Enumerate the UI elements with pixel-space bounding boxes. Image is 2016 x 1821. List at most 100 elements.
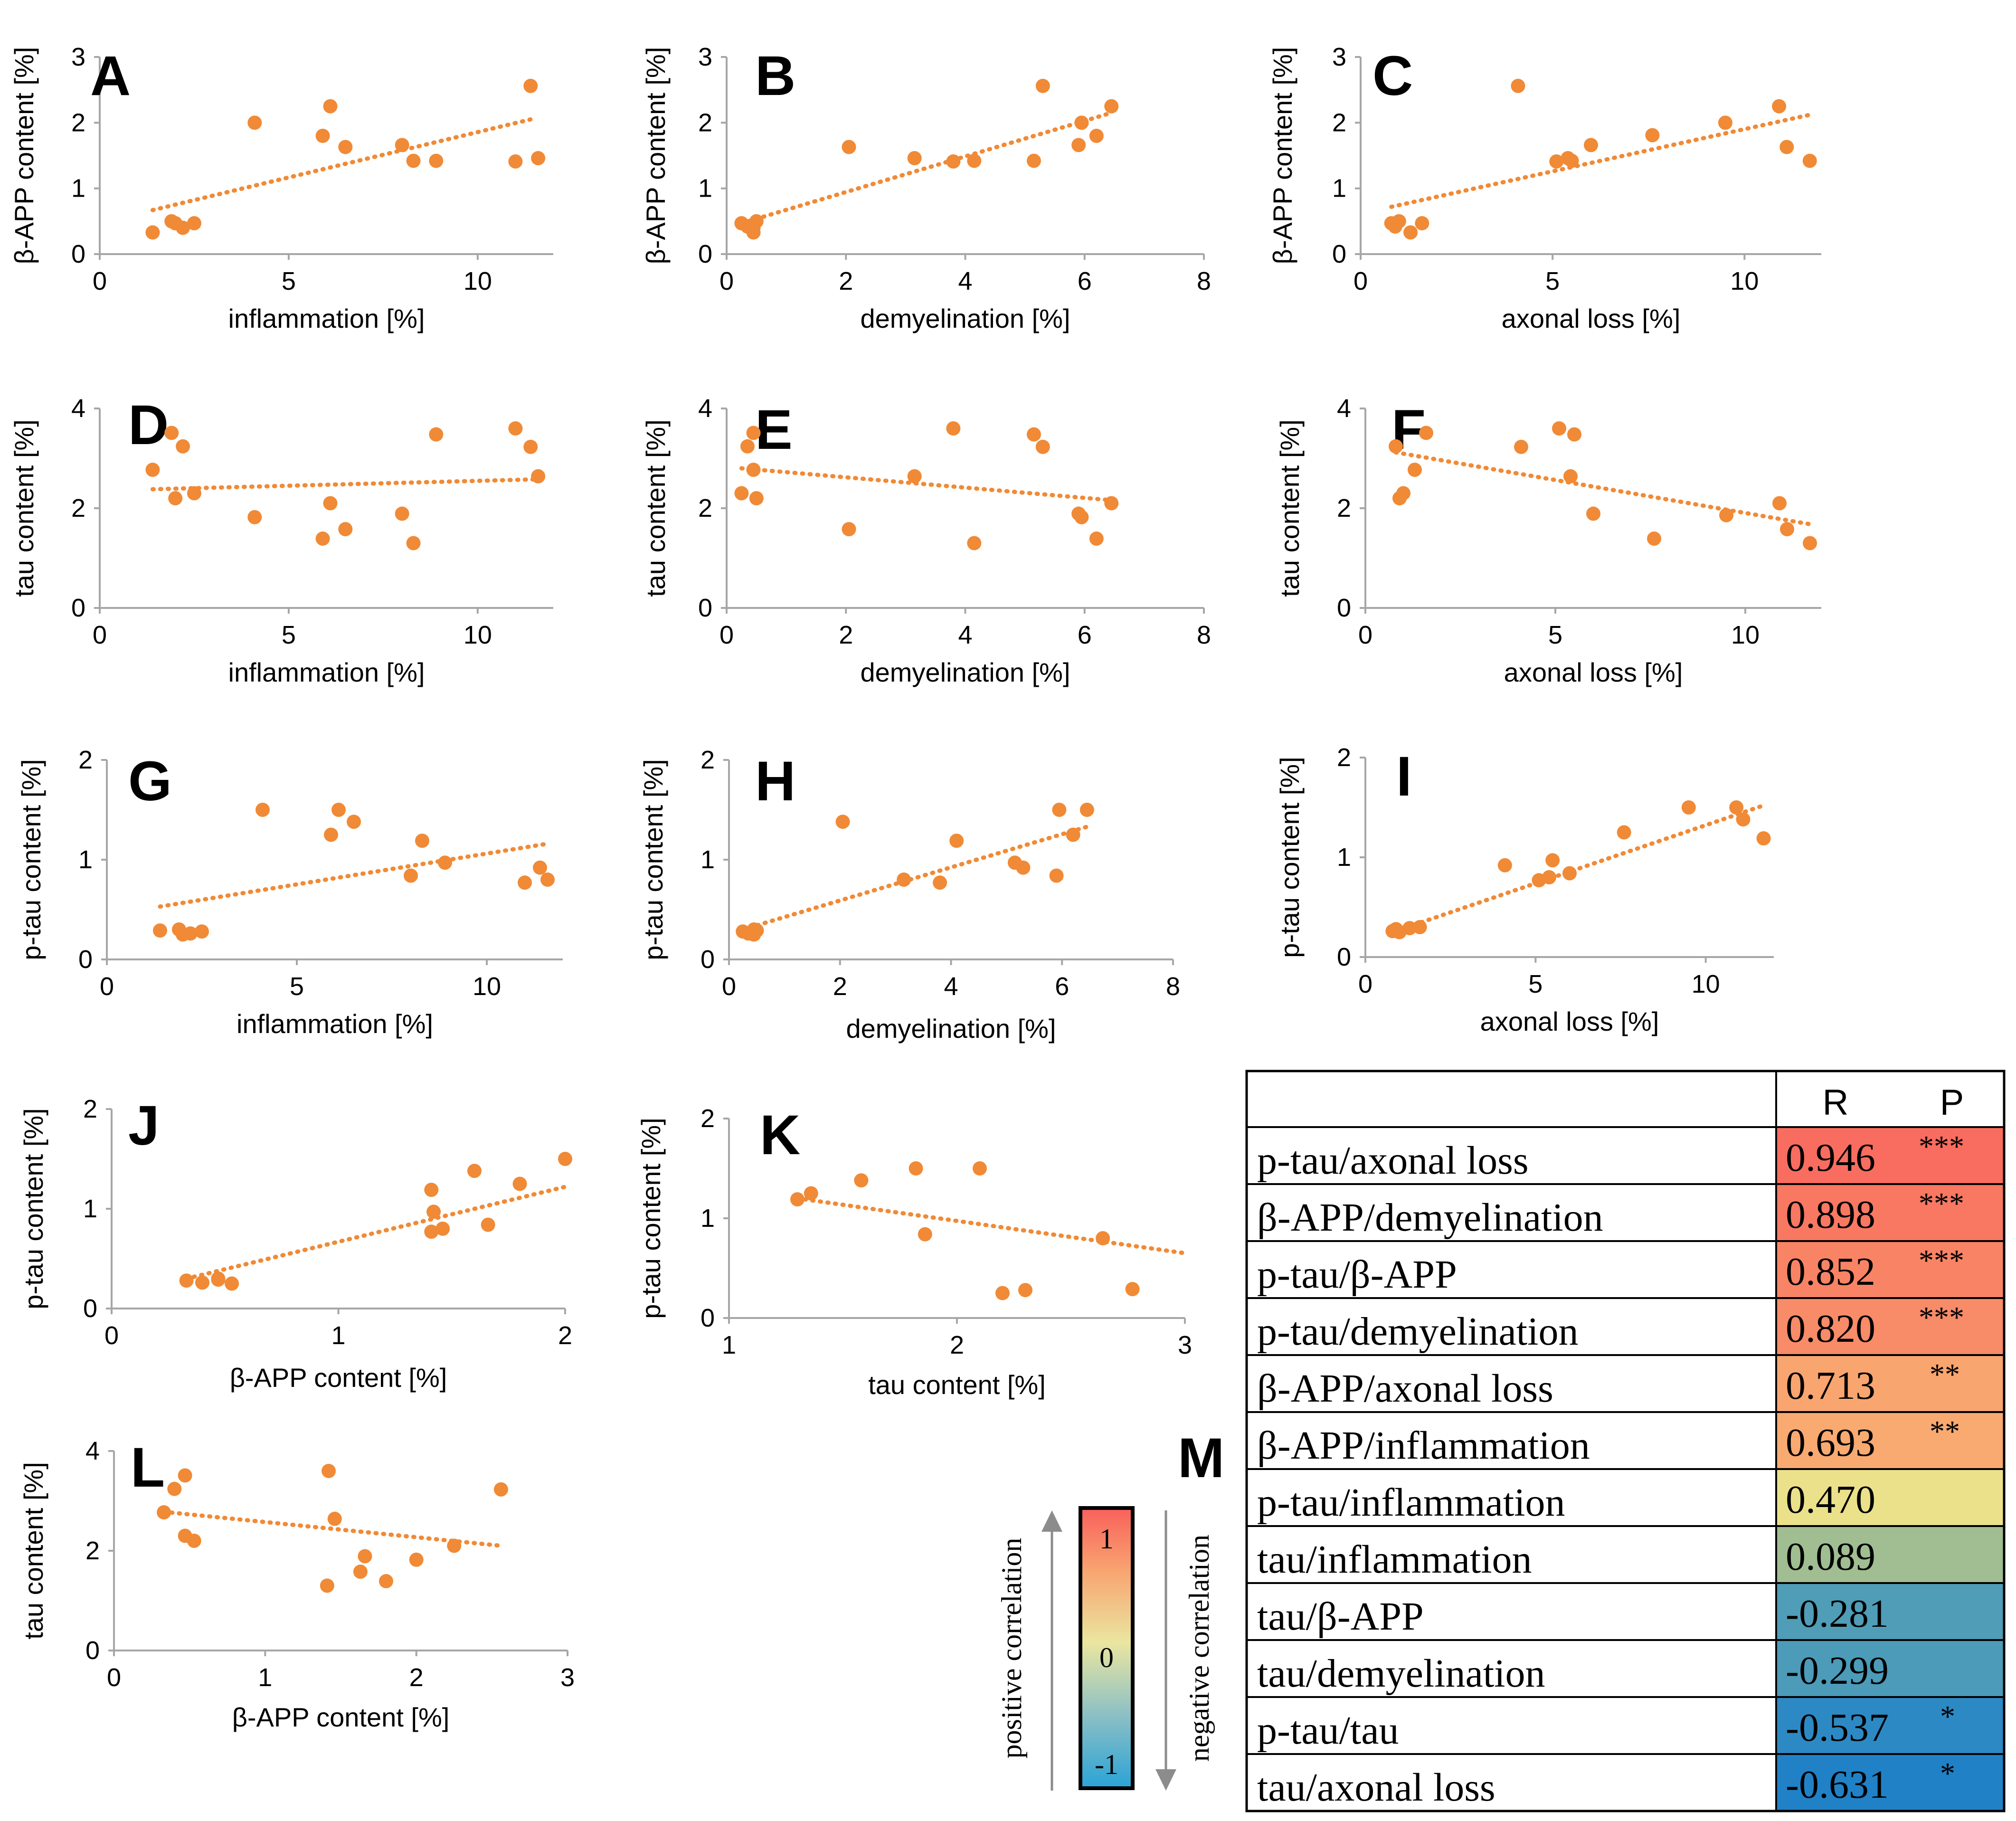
data-point bbox=[447, 1538, 462, 1553]
data-point bbox=[1408, 463, 1422, 477]
x-tick-label: 1 bbox=[258, 1663, 272, 1692]
negative-correlation-label: negative correlation bbox=[1183, 1535, 1215, 1762]
trend-line bbox=[1389, 113, 1812, 209]
data-point bbox=[176, 439, 190, 454]
trend-line bbox=[739, 466, 1114, 503]
panel-letter: B bbox=[755, 45, 795, 107]
r-value: -0.299 bbox=[1786, 1649, 1889, 1693]
data-point bbox=[338, 140, 353, 154]
x-tick-label: 0 bbox=[93, 621, 107, 649]
y-axis-label: tau content [%] bbox=[19, 1462, 48, 1640]
r-value: 0.898 bbox=[1786, 1193, 1875, 1237]
data-point bbox=[1089, 531, 1104, 546]
data-point bbox=[438, 855, 452, 870]
r-value: 0.693 bbox=[1786, 1421, 1875, 1465]
panel-h: 0 1 2 0 2 4 6 8 demyelination [%] p-tau content [… bbox=[638, 746, 1180, 1043]
data-point bbox=[406, 536, 421, 550]
x-tick-label: 0 bbox=[107, 1663, 121, 1692]
y-tick-label: 2 bbox=[700, 1104, 715, 1133]
correlation-table-panel: R Pp-tau/axonal loss 0.946 ***β-APP/demyeli… bbox=[996, 1070, 2006, 1812]
data-point bbox=[379, 1574, 393, 1589]
data-point bbox=[531, 469, 546, 484]
r-cell-fill bbox=[1776, 1184, 2004, 1241]
data-point bbox=[533, 860, 547, 875]
x-tick-label: 8 bbox=[1197, 267, 1211, 295]
data-point bbox=[508, 154, 523, 169]
table-row-label: p-tau/tau bbox=[1257, 1708, 1399, 1753]
data-point bbox=[168, 491, 183, 505]
y-axis-label: β-APP content [%] bbox=[9, 47, 39, 265]
data-point bbox=[1729, 800, 1744, 815]
trend-line bbox=[1393, 450, 1812, 527]
positive-correlation-label: positive correlation bbox=[996, 1538, 1027, 1759]
panel-letter: C bbox=[1372, 45, 1413, 107]
data-point bbox=[1026, 427, 1041, 442]
y-tick-label: 0 bbox=[71, 240, 85, 268]
data-point bbox=[406, 153, 421, 168]
data-point bbox=[338, 522, 353, 537]
y-tick-label: 0 bbox=[83, 1294, 97, 1323]
data-point bbox=[435, 1222, 450, 1236]
x-tick-label: 10 bbox=[1692, 970, 1720, 998]
y-tick-label: 0 bbox=[698, 240, 712, 268]
y-tick-label: 2 bbox=[83, 1095, 97, 1123]
x-tick-label: 5 bbox=[290, 972, 304, 1001]
r-value: 0.470 bbox=[1786, 1478, 1875, 1522]
x-tick-label: 4 bbox=[958, 621, 972, 649]
y-tick-label: 1 bbox=[71, 174, 85, 203]
panel-letter: H bbox=[755, 750, 795, 813]
trend-line bbox=[184, 1185, 568, 1281]
data-point bbox=[512, 1176, 527, 1191]
data-point bbox=[835, 815, 850, 829]
data-point bbox=[1756, 831, 1771, 846]
data-point bbox=[1511, 78, 1525, 93]
panel-letter: I bbox=[1396, 745, 1412, 808]
data-point bbox=[1071, 138, 1086, 152]
y-axis-label: β-APP content [%] bbox=[641, 47, 671, 265]
data-point bbox=[315, 129, 330, 143]
x-tick-label: 5 bbox=[1528, 970, 1543, 998]
x-tick-label: 5 bbox=[282, 621, 296, 649]
y-tick-label: 2 bbox=[698, 494, 712, 522]
data-point bbox=[183, 926, 198, 941]
data-point bbox=[508, 421, 523, 436]
panel-c: 0 1 2 3 0 5 10 axonal loss [%] β-APP content [%]… bbox=[1268, 43, 1821, 333]
trend-line bbox=[795, 1196, 1187, 1255]
data-point bbox=[409, 1552, 424, 1567]
data-point bbox=[973, 1161, 987, 1176]
table-row-label: tau/β-APP bbox=[1257, 1594, 1424, 1639]
data-point bbox=[1035, 78, 1050, 93]
table-row-label: tau/axonal loss bbox=[1257, 1765, 1495, 1810]
x-tick-label: 2 bbox=[950, 1331, 964, 1359]
y-tick-label: 4 bbox=[1337, 394, 1351, 423]
table-row-label: p-tau/axonal loss bbox=[1257, 1138, 1529, 1183]
p-significance: * bbox=[1940, 1756, 1955, 1790]
data-point bbox=[1564, 153, 1579, 168]
data-point bbox=[1718, 115, 1732, 130]
x-tick-label: 2 bbox=[558, 1321, 572, 1350]
panel-b: 0 1 2 3 0 2 4 6 8 demyelination [%] β-APP content … bbox=[641, 43, 1211, 333]
x-tick-label: 3 bbox=[1178, 1331, 1192, 1359]
panel-i: 0 1 2 0 5 10 axonal loss [%] p-tau content [%] I bbox=[1275, 743, 1774, 1036]
p-significance: ** bbox=[1930, 1357, 1960, 1391]
x-tick-label: 10 bbox=[1730, 267, 1759, 295]
data-point bbox=[740, 439, 755, 454]
panel-e: 0 2 4 0 2 4 6 8 demyelination [%] tau content [%]… bbox=[641, 394, 1211, 687]
data-point bbox=[320, 1578, 334, 1593]
data-point bbox=[429, 153, 444, 168]
y-tick-label: 1 bbox=[1337, 843, 1351, 872]
data-point bbox=[967, 536, 982, 550]
r-cell-fill bbox=[1776, 1298, 2004, 1355]
column-header-r: R bbox=[1823, 1082, 1849, 1123]
data-point bbox=[1125, 1282, 1140, 1297]
table-row-label: tau/inflammation bbox=[1257, 1537, 1532, 1582]
data-point bbox=[1545, 853, 1560, 868]
data-point bbox=[1617, 825, 1631, 840]
x-tick-label: 3 bbox=[560, 1663, 575, 1692]
panel-g: 0 1 2 0 5 10 inflammation [%] p-tau content [%]… bbox=[16, 746, 563, 1039]
data-point bbox=[749, 491, 764, 505]
y-tick-label: 1 bbox=[1332, 174, 1346, 203]
data-point bbox=[909, 1161, 923, 1176]
x-tick-label: 0 bbox=[93, 267, 107, 295]
data-point bbox=[157, 1505, 171, 1520]
